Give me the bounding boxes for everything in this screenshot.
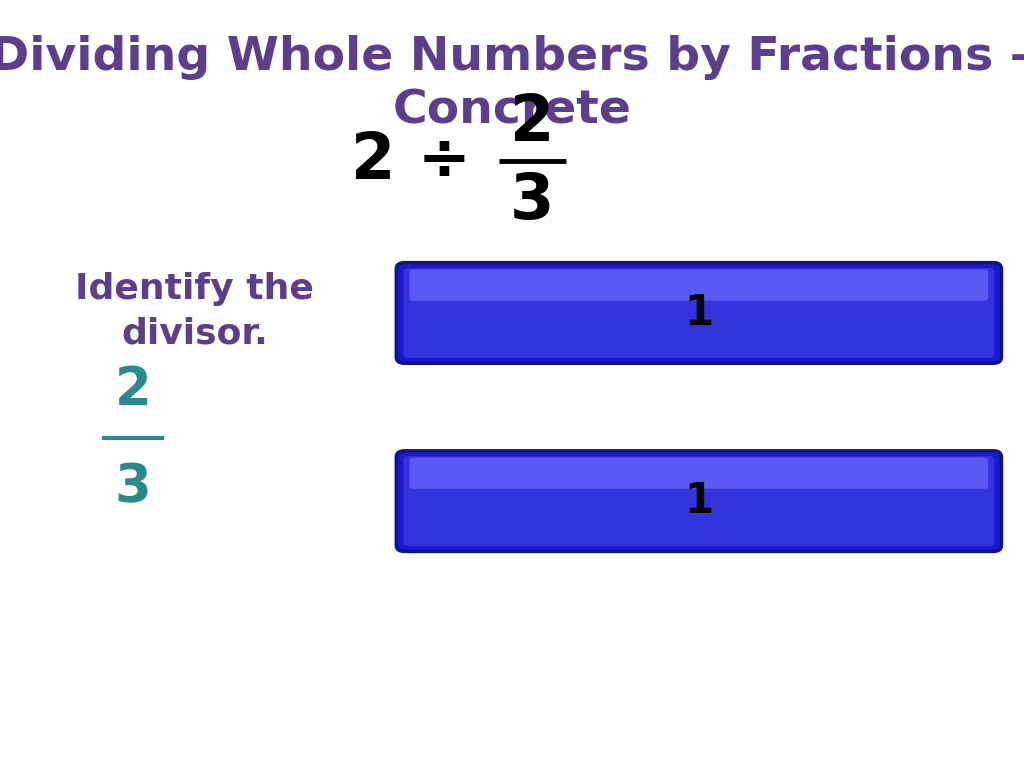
Text: 3: 3 <box>510 170 555 232</box>
FancyBboxPatch shape <box>403 456 994 546</box>
FancyBboxPatch shape <box>410 458 988 489</box>
Text: 3: 3 <box>115 462 152 514</box>
Text: Dividing Whole Numbers by Fractions –: Dividing Whole Numbers by Fractions – <box>0 35 1024 80</box>
Text: Concrete: Concrete <box>392 89 632 134</box>
FancyBboxPatch shape <box>410 270 988 300</box>
FancyBboxPatch shape <box>403 268 994 358</box>
Text: Identify the
divisor.: Identify the divisor. <box>75 272 314 350</box>
Text: 2 ÷: 2 ÷ <box>351 131 471 192</box>
FancyBboxPatch shape <box>396 451 1001 551</box>
Text: 2: 2 <box>510 92 555 154</box>
Text: 1: 1 <box>684 480 714 522</box>
Text: 2: 2 <box>115 364 152 416</box>
Text: 1: 1 <box>684 292 714 334</box>
FancyBboxPatch shape <box>396 263 1001 363</box>
